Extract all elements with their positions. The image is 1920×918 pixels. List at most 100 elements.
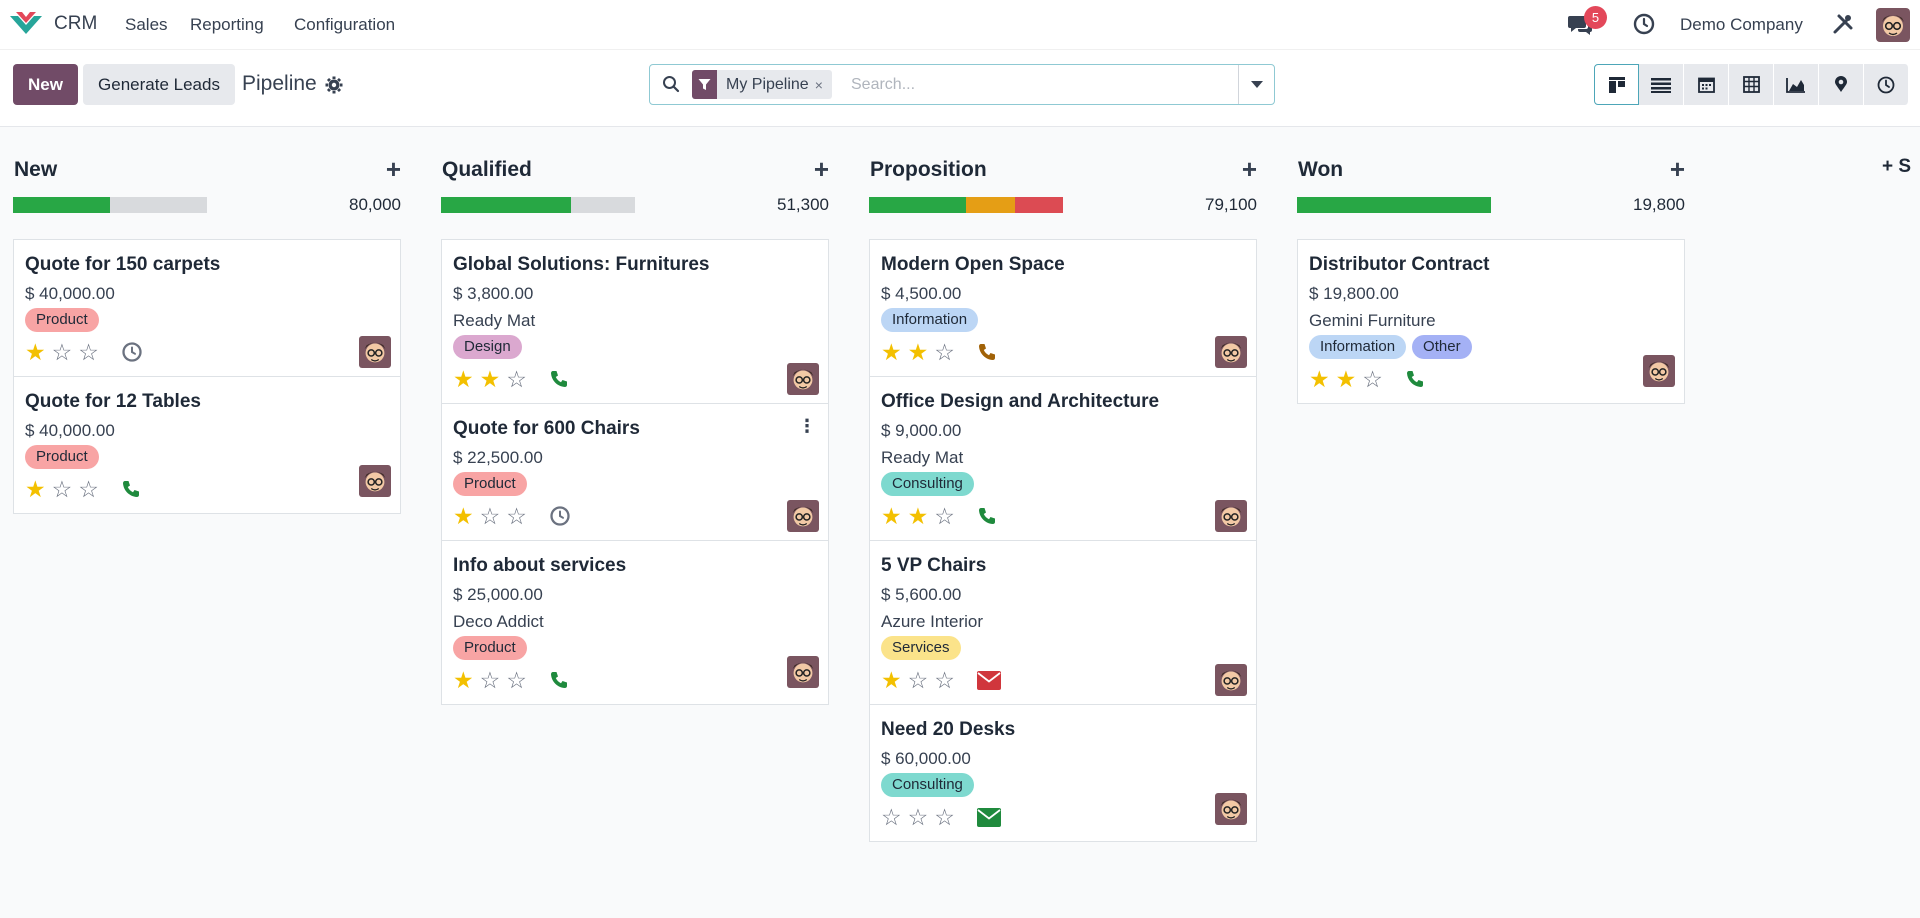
- priority-star-icon[interactable]: ☆: [934, 502, 955, 529]
- priority-star-icon[interactable]: ☆: [934, 338, 955, 365]
- map-view-icon[interactable]: [1819, 64, 1864, 105]
- list-view-icon[interactable]: [1639, 64, 1684, 105]
- stage-progress-bar[interactable]: [869, 197, 1063, 213]
- salesperson-avatar[interactable]: [1643, 355, 1675, 387]
- lead-card[interactable]: Global Solutions: Furnitures $ 3,800.00 Re…: [442, 240, 828, 404]
- stage-title[interactable]: Won: [1298, 158, 1344, 181]
- priority-star-icon[interactable]: ★: [881, 666, 902, 693]
- salesperson-avatar[interactable]: [359, 465, 391, 497]
- phone-icon[interactable]: [121, 479, 141, 499]
- salesperson-avatar[interactable]: [787, 500, 819, 532]
- priority-star-icon[interactable]: ★: [881, 338, 902, 365]
- phone-icon[interactable]: [977, 506, 997, 526]
- clock-icon[interactable]: [549, 505, 571, 527]
- priority-star-icon[interactable]: ★: [453, 365, 474, 392]
- activity-clock-icon[interactable]: [1633, 13, 1655, 40]
- priority-star-icon[interactable]: ☆: [1362, 365, 1383, 392]
- quick-create-plus-icon[interactable]: +: [813, 154, 829, 184]
- salesperson-avatar[interactable]: [1215, 500, 1247, 532]
- lead-card[interactable]: Quote for 12 Tables $ 40,000.00 Product ★ ☆ ☆: [14, 377, 400, 505]
- card-menu-icon[interactable]: ⋮: [798, 416, 816, 436]
- menu-sales[interactable]: Sales: [125, 15, 168, 34]
- lead-card[interactable]: Modern Open Space $ 4,500.00 Information ★ ★…: [870, 240, 1256, 377]
- progress-segment[interactable]: [869, 197, 966, 213]
- priority-star-icon[interactable]: ★: [453, 502, 474, 529]
- priority-star-icon[interactable]: ★: [881, 502, 902, 529]
- lead-card[interactable]: Office Design and Architecture $ 9,000.00…: [870, 377, 1256, 541]
- salesperson-avatar[interactable]: [1215, 664, 1247, 696]
- generate-leads-button[interactable]: Generate Leads: [83, 64, 235, 105]
- app-name[interactable]: CRM: [54, 13, 98, 34]
- lead-card[interactable]: Quote for 150 carpets $ 40,000.00 Product ★…: [14, 240, 400, 377]
- lead-card[interactable]: 5 VP Chairs $ 5,600.00 Azure Interior Servi…: [870, 541, 1256, 705]
- priority-star-icon[interactable]: ☆: [907, 666, 929, 693]
- stage-progress-bar[interactable]: [441, 197, 635, 213]
- quick-create-plus-icon[interactable]: +: [1241, 154, 1257, 184]
- progress-segment[interactable]: [1014, 197, 1063, 213]
- progress-segment[interactable]: [441, 197, 571, 213]
- priority-star-icon[interactable]: ★: [907, 338, 929, 365]
- stage-progress-bar[interactable]: [1297, 197, 1491, 213]
- priority-star-icon[interactable]: ☆: [934, 803, 955, 830]
- facet-remove-icon[interactable]: ×: [814, 76, 823, 93]
- clock-icon[interactable]: [121, 341, 143, 363]
- calendar-view-icon[interactable]: [1684, 64, 1729, 105]
- crm-logo-icon[interactable]: [8, 10, 44, 38]
- priority-star-icon[interactable]: ★: [1335, 365, 1357, 392]
- lead-card[interactable]: Quote for 600 Chairs $ 22,500.00 Product ★ ☆…: [442, 404, 828, 541]
- new-button[interactable]: New: [13, 64, 78, 105]
- salesperson-avatar[interactable]: [359, 336, 391, 368]
- user-avatar[interactable]: [1876, 8, 1910, 42]
- priority-star-icon[interactable]: ★: [1309, 365, 1330, 392]
- priority-star-icon[interactable]: ☆: [881, 803, 902, 830]
- stage-title[interactable]: Qualified: [442, 158, 532, 181]
- debug-tools-icon[interactable]: [1832, 13, 1854, 40]
- priority-star-icon[interactable]: ☆: [506, 365, 527, 392]
- stage-title[interactable]: New: [14, 158, 58, 181]
- priority-star-icon[interactable]: ☆: [907, 803, 929, 830]
- phone-icon[interactable]: [977, 342, 997, 362]
- priority-star-icon[interactable]: ★: [25, 338, 46, 365]
- priority-star-icon[interactable]: ★: [453, 666, 474, 693]
- search-options-toggle[interactable]: [1238, 65, 1274, 104]
- priority-star-icon[interactable]: ☆: [506, 666, 527, 693]
- stage-progress-bar[interactable]: [13, 197, 207, 213]
- envelope-icon[interactable]: [976, 670, 1001, 690]
- stage-title[interactable]: Proposition: [870, 158, 987, 181]
- menu-reporting[interactable]: Reporting: [190, 15, 264, 34]
- salesperson-avatar[interactable]: [787, 656, 819, 688]
- progress-segment[interactable]: [966, 197, 1015, 213]
- priority-star-icon[interactable]: ☆: [78, 338, 99, 365]
- progress-segment[interactable]: [1297, 197, 1491, 213]
- priority-star-icon[interactable]: ★: [25, 475, 46, 502]
- phone-icon[interactable]: [549, 670, 569, 690]
- priority-star-icon[interactable]: ★: [479, 365, 501, 392]
- lead-card[interactable]: Distributor Contract $ 19,800.00 Gemini Fu…: [1298, 240, 1684, 395]
- menu-configuration[interactable]: Configuration: [294, 15, 396, 34]
- priority-star-icon[interactable]: ☆: [934, 666, 955, 693]
- activity-view-icon[interactable]: [1864, 64, 1909, 105]
- progress-segment[interactable]: [13, 197, 110, 213]
- priority-star-icon[interactable]: ★: [907, 502, 929, 529]
- lead-card[interactable]: Info about services $ 25,000.00 Deco Addic…: [442, 541, 828, 696]
- envelope-icon[interactable]: [976, 807, 1001, 827]
- company-switcher[interactable]: Demo Company: [1680, 15, 1803, 34]
- phone-icon[interactable]: [549, 369, 569, 389]
- priority-star-icon[interactable]: ☆: [51, 338, 73, 365]
- kanban-view-icon[interactable]: [1594, 64, 1639, 105]
- add-stage-button[interactable]: + S: [1882, 156, 1911, 178]
- quick-create-plus-icon[interactable]: +: [385, 154, 401, 184]
- phone-icon[interactable]: [1405, 369, 1425, 389]
- salesperson-avatar[interactable]: [1215, 336, 1247, 368]
- priority-star-icon[interactable]: ☆: [506, 502, 527, 529]
- priority-star-icon[interactable]: ☆: [51, 475, 73, 502]
- quick-create-plus-icon[interactable]: +: [1669, 154, 1685, 184]
- priority-star-icon[interactable]: ☆: [78, 475, 99, 502]
- salesperson-avatar[interactable]: [787, 363, 819, 395]
- gear-icon[interactable]: [325, 76, 343, 99]
- graph-view-icon[interactable]: [1774, 64, 1819, 105]
- salesperson-avatar[interactable]: [1215, 793, 1247, 825]
- search-input[interactable]: [851, 73, 1231, 97]
- lead-card[interactable]: Need 20 Desks $ 60,000.00 Consulting ☆ ☆ ☆: [870, 705, 1256, 833]
- priority-star-icon[interactable]: ☆: [479, 502, 501, 529]
